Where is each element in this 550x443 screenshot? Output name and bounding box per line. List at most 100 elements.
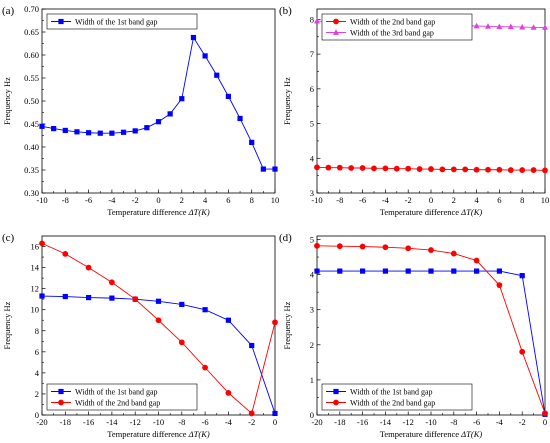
data-point xyxy=(237,115,243,122)
x-tick-label: 0 xyxy=(543,417,547,427)
data-point xyxy=(474,268,480,274)
legend: Width of the 1st band gap Width of the 2n… xyxy=(321,383,473,411)
data-point xyxy=(405,165,412,172)
x-tick-label: -2 xyxy=(519,417,526,427)
x-tick-label: -20 xyxy=(311,417,322,427)
data-point xyxy=(39,123,45,129)
y-tick-label: 0.70 xyxy=(24,4,39,14)
x-tick-label: -18 xyxy=(60,417,71,427)
x-tick-label: 0 xyxy=(156,195,160,205)
x-tick-label: -2 xyxy=(132,195,139,205)
data-point xyxy=(416,166,423,172)
data-point xyxy=(314,17,320,24)
data-point xyxy=(248,410,255,417)
legend-label: Width of the 2nd band gap xyxy=(350,18,435,27)
y-tick-label: 5 xyxy=(310,235,314,245)
legend-label: Width of the 3rd band gap xyxy=(350,29,434,38)
y-tick-label: 3 xyxy=(310,188,314,198)
data-point xyxy=(519,23,526,30)
data-point xyxy=(530,167,537,173)
y-tick-label: 8 xyxy=(35,326,39,336)
x-tick-label: -4 xyxy=(382,195,390,205)
x-tick-label: -10 xyxy=(36,195,47,205)
data-point xyxy=(272,319,278,326)
data-point xyxy=(473,166,480,173)
data-point xyxy=(109,295,115,301)
chart-panel-1: -10 -8 -6 -4 -2 0 2 4 6 8 10 0.30 0.35 0.40 0.45 0.50 0.… xyxy=(2,4,279,217)
data-point xyxy=(393,165,400,172)
y-tick-label: 0.40 xyxy=(24,142,39,152)
x-tick-label: -12 xyxy=(130,417,141,427)
data-point xyxy=(496,23,503,30)
data-point xyxy=(519,167,526,173)
data-point xyxy=(202,364,209,371)
data-point xyxy=(382,268,388,274)
data-point xyxy=(530,24,537,30)
legend-marker xyxy=(58,399,64,406)
plot-frame xyxy=(41,8,276,194)
y-tick-label: 0.50 xyxy=(24,96,39,106)
x-tick-label: 8 xyxy=(520,195,524,205)
x-tick-label: -2 xyxy=(405,195,412,205)
data-point xyxy=(109,279,115,286)
data-point xyxy=(132,296,139,303)
data-point xyxy=(485,166,491,173)
data-point xyxy=(314,242,320,249)
data-point xyxy=(507,167,514,173)
chart-panel-3: -20 -18 -16 -14 -12 -10 -8 -6 -4 -2 00246810121416… xyxy=(2,232,278,439)
legend-marker xyxy=(58,18,64,25)
x-tick-label: -18 xyxy=(334,417,345,427)
legend-marker xyxy=(58,388,64,395)
panel-label: (d) xyxy=(279,232,292,244)
x-tick-label: -8 xyxy=(450,417,457,427)
x-tick-label: -16 xyxy=(83,417,94,427)
data-point xyxy=(519,273,525,279)
legend-marker xyxy=(333,399,339,406)
data-point xyxy=(519,348,526,355)
y-tick-label: 14 xyxy=(31,263,40,273)
data-point xyxy=(428,247,434,253)
legend-box xyxy=(46,383,198,411)
data-point xyxy=(405,245,412,252)
data-point xyxy=(190,34,197,41)
data-point xyxy=(225,389,232,396)
x-axis-label: Temperature difference ΔT(K) xyxy=(107,429,210,439)
x-tick-label: -10 xyxy=(425,417,436,427)
data-point xyxy=(62,127,68,134)
data-point xyxy=(336,243,343,250)
data-point xyxy=(155,119,162,125)
data-point xyxy=(260,166,266,172)
x-tick-label: 6 xyxy=(497,195,501,205)
data-point xyxy=(202,307,208,313)
y-tick-label: 2 xyxy=(310,340,314,350)
data-point xyxy=(542,410,548,417)
legend-box xyxy=(321,383,473,411)
data-point xyxy=(336,164,343,171)
y-tick-label: 10 xyxy=(31,305,40,315)
data-point xyxy=(97,130,103,136)
x-tick-label: 2 xyxy=(180,195,184,205)
legend-label: Width of the 2nd band gap xyxy=(350,399,435,408)
x-tick-label: 8 xyxy=(250,195,254,205)
x-tick-label: -6 xyxy=(359,195,366,205)
data-point xyxy=(462,166,469,173)
y-tick-label: 0.55 xyxy=(24,73,39,83)
data-point xyxy=(428,268,434,274)
data-point xyxy=(496,282,503,289)
y-tick-label: 4 xyxy=(310,153,315,163)
panel-label: (b) xyxy=(279,5,292,17)
chart-panel-4: -20 -18 -16 -14 -12 -10 -8 -6 -4 -2 0012345Tempera… xyxy=(279,232,548,439)
data-point xyxy=(337,268,343,274)
data-point xyxy=(272,166,278,172)
legend-marker xyxy=(333,18,339,25)
x-tick-label: -14 xyxy=(106,417,118,427)
data-point xyxy=(382,165,389,172)
chart-panel-2: -10 -8 -6 -4 -2 0 2 4 6 8 10 3 4 5 6 7 8 Temperature diff… xyxy=(279,5,549,217)
panel-label: (c) xyxy=(2,232,15,244)
y-tick-label: 4 xyxy=(35,368,40,378)
x-tick-label: -20 xyxy=(36,417,47,427)
y-tick-label: 0.65 xyxy=(24,27,39,37)
data-point xyxy=(542,167,548,174)
y-tick-label: 0 xyxy=(310,410,314,420)
x-tick-label: -2 xyxy=(248,417,255,427)
